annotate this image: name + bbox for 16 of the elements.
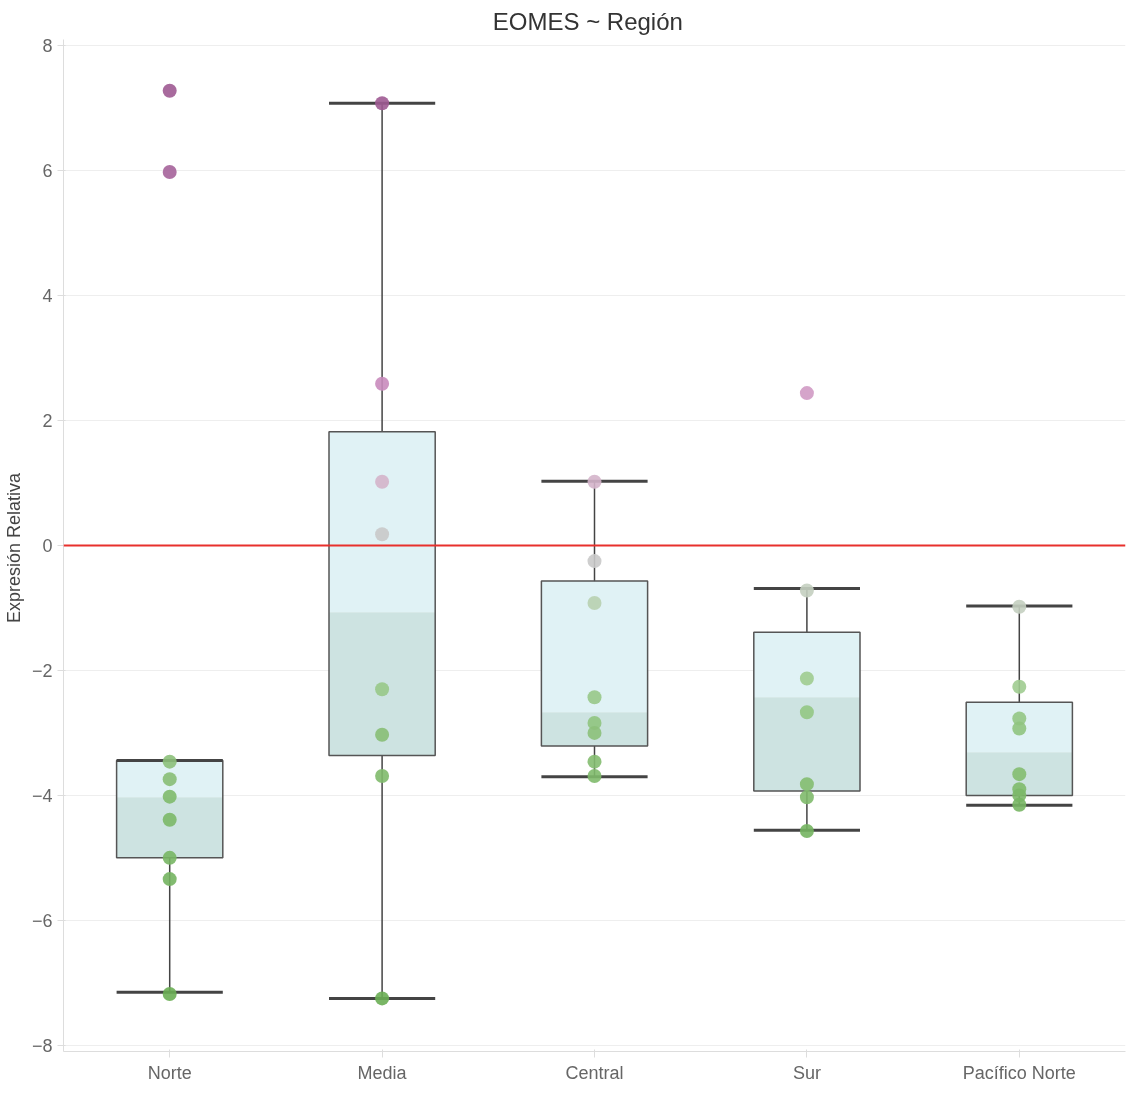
y-tick-label: 8	[42, 36, 53, 57]
x-tick-label: Pacífico Norte	[962, 1062, 1076, 1083]
y-tick-label: −6	[31, 910, 53, 931]
y-axis-title: Expresión Relativa	[3, 471, 24, 624]
y-tick-label: 6	[42, 161, 53, 182]
y-tick-label: 2	[42, 411, 53, 432]
x-tick-label: Central	[565, 1062, 624, 1083]
y-tick-label: −4	[31, 785, 53, 806]
y-tick-label: −8	[31, 1035, 53, 1056]
y-tick-label: −2	[31, 660, 53, 681]
x-tick-label: Sur	[792, 1062, 821, 1083]
y-tick-label: 0	[42, 536, 53, 556]
x-tick-label: Media	[357, 1062, 408, 1083]
y-tick-label: 4	[42, 286, 53, 307]
x-tick-label: Norte	[147, 1062, 192, 1083]
chart-title: EOMES ~ Región	[492, 7, 683, 35]
